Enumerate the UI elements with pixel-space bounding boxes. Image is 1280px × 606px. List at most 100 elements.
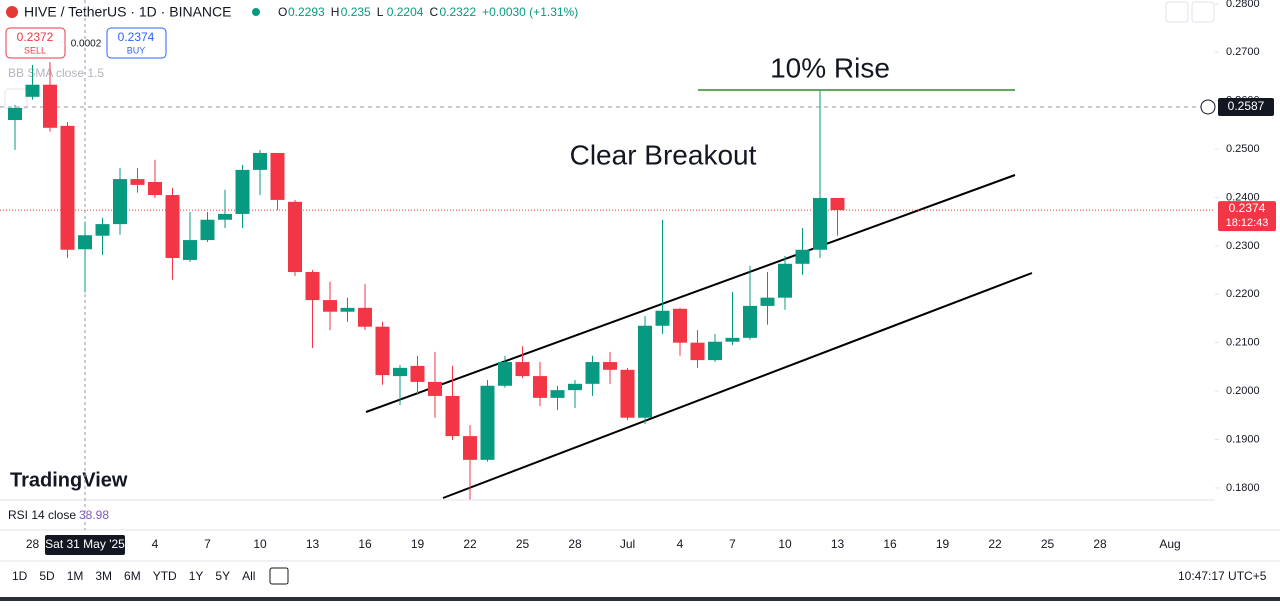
x-tick-label: 19 xyxy=(936,537,950,551)
x-tick-label: 13 xyxy=(831,537,845,551)
timeframe-button[interactable]: 1D xyxy=(12,569,28,583)
clock: 10:47:17 UTC+5 xyxy=(1178,569,1267,583)
sell-label[interactable]: SELL xyxy=(24,45,46,55)
date-range-button[interactable] xyxy=(269,567,289,585)
y-tick-label: 0.1800 xyxy=(1226,482,1260,494)
candle-body xyxy=(393,367,407,377)
spread: 0.0002 xyxy=(71,39,102,50)
y-tick-label: 0.2200 xyxy=(1226,288,1260,300)
watermark-logo: TradingView xyxy=(10,469,128,491)
x-tick-label: Aug xyxy=(1159,537,1180,551)
ohlc-letter: C xyxy=(429,5,438,19)
x-tick-label: 4 xyxy=(152,537,159,551)
candle-body xyxy=(148,181,162,196)
toolbar-button[interactable] xyxy=(1191,1,1215,23)
sell-button[interactable] xyxy=(5,27,66,59)
candle-body xyxy=(673,308,687,343)
ohlc-value: 0.2322 xyxy=(439,5,476,19)
rsi-value: 38.98 xyxy=(79,508,109,522)
x-tick-label: 25 xyxy=(516,537,530,551)
collapse-button[interactable] xyxy=(4,88,28,110)
candle-body xyxy=(165,195,180,258)
timeframe-button[interactable]: 6M xyxy=(124,569,141,583)
candle-body xyxy=(113,179,127,225)
y-tick-label: 0.2100 xyxy=(1226,337,1260,349)
candle-body xyxy=(25,84,40,97)
candle-body xyxy=(375,326,390,376)
rsi-label: RSI 14 close xyxy=(8,508,76,522)
candle-body xyxy=(655,310,670,326)
ohlc-value: 0.2293 xyxy=(288,5,325,19)
x-tick-label: 10 xyxy=(253,537,267,551)
crosshair-price-label: 0.2587 xyxy=(1228,99,1265,113)
timeframe-button[interactable]: 3M xyxy=(95,569,112,583)
candle-body xyxy=(533,376,547,398)
candle-body xyxy=(95,224,110,236)
candle-body xyxy=(638,325,652,418)
trendline xyxy=(365,174,1016,413)
candle-body xyxy=(743,305,757,338)
x-tick-label: 7 xyxy=(204,537,211,551)
ohlc-letter: O xyxy=(278,5,287,19)
y-tick-label: 0.2500 xyxy=(1226,143,1260,155)
bottom-strip xyxy=(0,597,1280,601)
candle-body xyxy=(830,197,845,211)
symbol-icon xyxy=(6,6,18,18)
x-tick-label: 28 xyxy=(26,537,40,551)
y-tick-label: 0.2700 xyxy=(1226,46,1260,58)
toolbar-button[interactable] xyxy=(1165,1,1189,23)
timeframe-button[interactable]: 1Y xyxy=(189,569,204,583)
candle-body xyxy=(183,240,197,260)
symbol: HIVE / TetherUS · 1D · BINANCE xyxy=(24,4,231,20)
y-tick-label: 0.2400 xyxy=(1226,191,1260,203)
timeframe-button[interactable]: 5D xyxy=(39,569,55,583)
buy-button[interactable] xyxy=(106,27,167,59)
x-tick-label: 16 xyxy=(883,537,897,551)
timeframe-button[interactable]: All xyxy=(242,569,255,583)
candle-body xyxy=(200,219,215,241)
timeframe-button[interactable]: YTD xyxy=(153,569,177,583)
x-tick-label: 10 xyxy=(778,537,792,551)
y-tick-label: 0.1900 xyxy=(1226,433,1260,445)
candle-body xyxy=(550,390,565,398)
crosshair-price-box xyxy=(1218,97,1274,116)
x-tick-label: 13 xyxy=(306,537,320,551)
x-tick-label: Jul xyxy=(620,537,635,551)
last-price-box xyxy=(1218,201,1276,232)
candle-body xyxy=(60,125,75,250)
candle-body xyxy=(778,263,792,298)
add-alert-icon[interactable] xyxy=(1200,99,1216,115)
candle-body xyxy=(305,272,320,301)
candle-body xyxy=(323,300,337,312)
timeframe-button[interactable]: 1M xyxy=(67,569,84,583)
y-tick-label: 0.2800 xyxy=(1226,0,1260,10)
candle-body xyxy=(410,365,425,382)
buy-label[interactable]: BUY xyxy=(127,45,146,55)
candle-body xyxy=(463,436,477,460)
sell-price[interactable]: 0.2372 xyxy=(17,30,54,44)
x-tick-label: 22 xyxy=(463,537,477,551)
y-tick-label: 0.2300 xyxy=(1226,240,1260,252)
x-tick-label: 7 xyxy=(729,537,736,551)
x-tick-label: 22 xyxy=(988,537,1002,551)
buy-price[interactable]: 0.2374 xyxy=(118,30,155,44)
y-tick-label: 0.2000 xyxy=(1226,385,1260,397)
status-dot xyxy=(252,8,260,16)
candle-body xyxy=(288,201,302,273)
candle-body xyxy=(568,383,582,391)
candle-body xyxy=(235,169,250,214)
candle-body xyxy=(8,107,22,121)
candle-body xyxy=(498,362,512,386)
candle-body xyxy=(813,197,827,250)
trendline xyxy=(442,272,1033,499)
ohlc-change: +0.0030 (+1.31%) xyxy=(482,5,578,19)
annotation: Clear Breakout xyxy=(570,139,757,170)
x-tick-label: 28 xyxy=(568,537,582,551)
last-price-label: 0.2374 xyxy=(1229,201,1266,215)
candle-body xyxy=(130,179,145,185)
candle-body xyxy=(253,152,267,170)
ohlc-value: 0.235 xyxy=(341,5,371,19)
ohlc-letter: L xyxy=(377,5,384,19)
timeframe-button[interactable]: 5Y xyxy=(215,569,230,583)
